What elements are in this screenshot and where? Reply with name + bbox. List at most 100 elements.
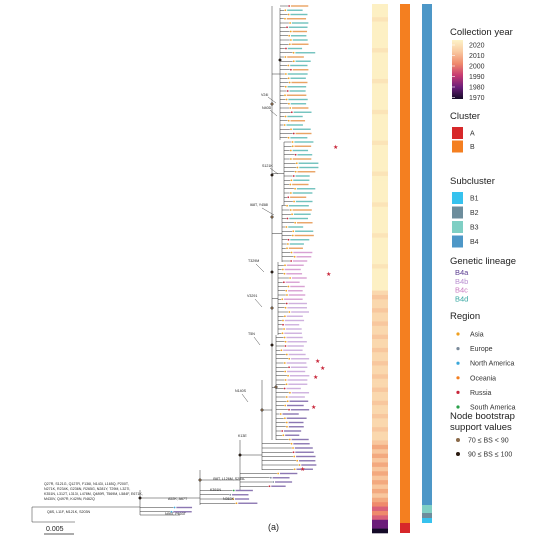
tip-label-bar xyxy=(290,13,308,16)
year-cell xyxy=(372,427,388,432)
bootstrap-node xyxy=(198,478,202,482)
tip-label-bar xyxy=(279,472,298,475)
tip-label-bar xyxy=(287,341,307,343)
year-cell xyxy=(372,365,388,371)
tip-dot xyxy=(288,311,291,313)
year-cell xyxy=(372,299,388,305)
star-icon: ★ xyxy=(320,365,325,372)
tip-label-bar xyxy=(289,375,310,377)
tip-dot xyxy=(290,260,293,262)
legend-title-region: Region xyxy=(450,311,480,322)
tip-label-bar xyxy=(291,392,310,394)
collection-year-ticks: 2020 2010 2000 1990 1980 1970 xyxy=(452,43,485,102)
tip-label-bar xyxy=(289,90,306,92)
tip-dot xyxy=(284,85,287,88)
tip-dot xyxy=(282,323,284,326)
star-icon: ★ xyxy=(313,374,318,381)
tip-label-bar xyxy=(290,64,308,67)
tip-dot xyxy=(290,442,293,445)
tip-label-bar xyxy=(295,200,313,203)
year-cell xyxy=(372,286,388,291)
tip-label-bar xyxy=(290,103,307,105)
legend-dot xyxy=(456,452,460,456)
legend-item-label: B4b xyxy=(455,277,468,286)
tip-dot xyxy=(269,476,272,479)
mutation-label: M430V, Q497R, K429N, R462Q xyxy=(44,497,95,501)
year-cell xyxy=(372,189,388,194)
tip-dot xyxy=(283,124,286,126)
year-cell xyxy=(372,356,388,362)
bootstrap-node xyxy=(274,385,278,389)
legend-item-label: B4c xyxy=(455,286,468,295)
year-cell xyxy=(372,506,388,512)
tip-dot xyxy=(288,366,290,369)
year-cell xyxy=(372,21,388,27)
cluster-legend-items: AB xyxy=(452,127,475,153)
tip-dot xyxy=(285,353,288,356)
year-cell xyxy=(372,321,388,327)
tip-dot xyxy=(284,340,287,343)
year-cell xyxy=(372,290,388,296)
year-cell xyxy=(372,383,388,388)
tip-dot xyxy=(289,30,292,33)
tip-label-bar xyxy=(292,158,312,160)
year-cell xyxy=(372,347,388,353)
legend-item-label: North America xyxy=(470,361,514,368)
year-cell xyxy=(372,114,388,119)
legend-dot xyxy=(456,376,460,380)
tip-dot xyxy=(283,315,286,318)
tip-dot xyxy=(286,247,288,250)
year-cell xyxy=(372,228,388,234)
tip-dot xyxy=(288,43,291,46)
tip-label-bar xyxy=(288,426,304,428)
tip-label-bar xyxy=(286,370,306,373)
year-cell xyxy=(372,127,388,133)
star-icon: ★ xyxy=(326,271,331,278)
tip-label-bar xyxy=(234,498,250,500)
year-cell xyxy=(372,202,388,208)
tip-dot xyxy=(288,102,290,105)
tip-dot xyxy=(291,141,294,143)
mutation-annotations: V24I N40D S121K I68T, Y458I T329M V3291 … xyxy=(44,93,279,516)
year-cell xyxy=(372,70,388,75)
year-cell xyxy=(372,171,388,177)
mutation-label: I68T, Y458I xyxy=(250,203,268,207)
tip-label-bar xyxy=(285,328,302,330)
year-cell xyxy=(372,83,388,89)
tip-dot xyxy=(282,319,284,322)
year-cell xyxy=(372,369,388,375)
tip-label-bar xyxy=(288,383,308,385)
legend-dot xyxy=(456,390,460,394)
tip-dot xyxy=(289,192,292,194)
year-cell xyxy=(372,43,388,49)
year-cell xyxy=(372,316,388,322)
year-cell xyxy=(372,458,388,463)
legend-swatch xyxy=(452,206,463,219)
tip-label-bar xyxy=(290,239,310,241)
legend-item-label: Russia xyxy=(470,390,492,397)
mutation-pointer xyxy=(267,96,277,104)
tip-dot xyxy=(294,187,296,190)
tip-dot xyxy=(284,17,286,20)
phylogenetic-tree xyxy=(31,5,299,523)
legend-dot xyxy=(456,361,460,365)
tip-dot xyxy=(284,345,287,347)
tip-label-bar xyxy=(296,455,316,458)
tip-dot xyxy=(290,158,292,160)
tip-dot xyxy=(292,447,294,449)
tip-label-bar xyxy=(238,502,258,504)
tip-dot xyxy=(286,26,288,29)
tip-label-bar xyxy=(235,489,253,492)
tip-label-bar xyxy=(295,451,314,453)
year-cell xyxy=(372,436,388,441)
collection-year-colorbar xyxy=(452,40,463,99)
tip-label-bar xyxy=(286,94,307,96)
mutation-label: T5N xyxy=(248,332,255,336)
tip-label-bar xyxy=(292,39,308,41)
tip-label-bar xyxy=(292,128,311,130)
tip-dot xyxy=(290,111,293,114)
year-cell xyxy=(372,277,388,283)
year-cell xyxy=(372,158,388,163)
tip-dot xyxy=(281,430,284,432)
tip-dot xyxy=(293,200,295,203)
